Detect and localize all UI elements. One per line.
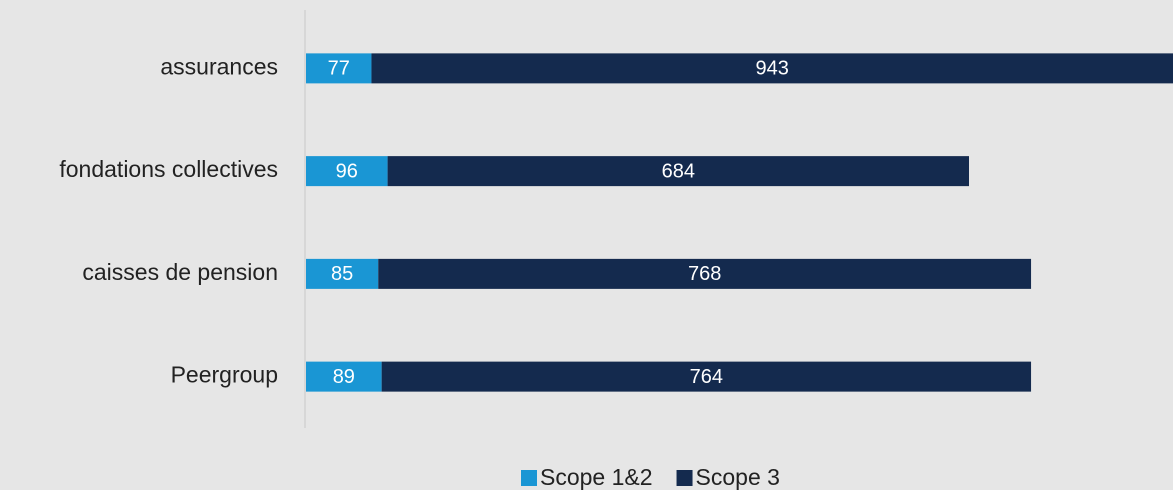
data-label: 96 xyxy=(336,160,358,182)
legend-label: Scope 3 xyxy=(696,464,780,490)
bar-segment xyxy=(381,361,1032,392)
data-label: 85 xyxy=(331,263,353,285)
legend-swatch xyxy=(521,470,537,486)
bar-segment xyxy=(378,258,1032,289)
data-label: 764 xyxy=(690,366,723,388)
legend-swatch xyxy=(676,470,693,486)
bar-segment xyxy=(371,53,1173,84)
category-label: caisses de pension xyxy=(82,259,278,285)
bar-segment xyxy=(306,258,379,289)
bar-segment xyxy=(387,156,970,187)
data-label: 943 xyxy=(756,58,789,80)
data-label: 77 xyxy=(328,58,350,80)
legend-label: Scope 1&2 xyxy=(540,464,653,490)
category-label: Peergroup xyxy=(171,362,278,388)
bar-segment xyxy=(306,53,372,84)
bar-segment xyxy=(306,361,382,392)
category-label: fondations collectives xyxy=(59,156,278,182)
category-label: assurances xyxy=(160,53,278,79)
bar-segment xyxy=(306,156,388,187)
data-label: 89 xyxy=(333,366,355,388)
data-label: 768 xyxy=(688,263,721,285)
data-label: 684 xyxy=(662,160,695,182)
